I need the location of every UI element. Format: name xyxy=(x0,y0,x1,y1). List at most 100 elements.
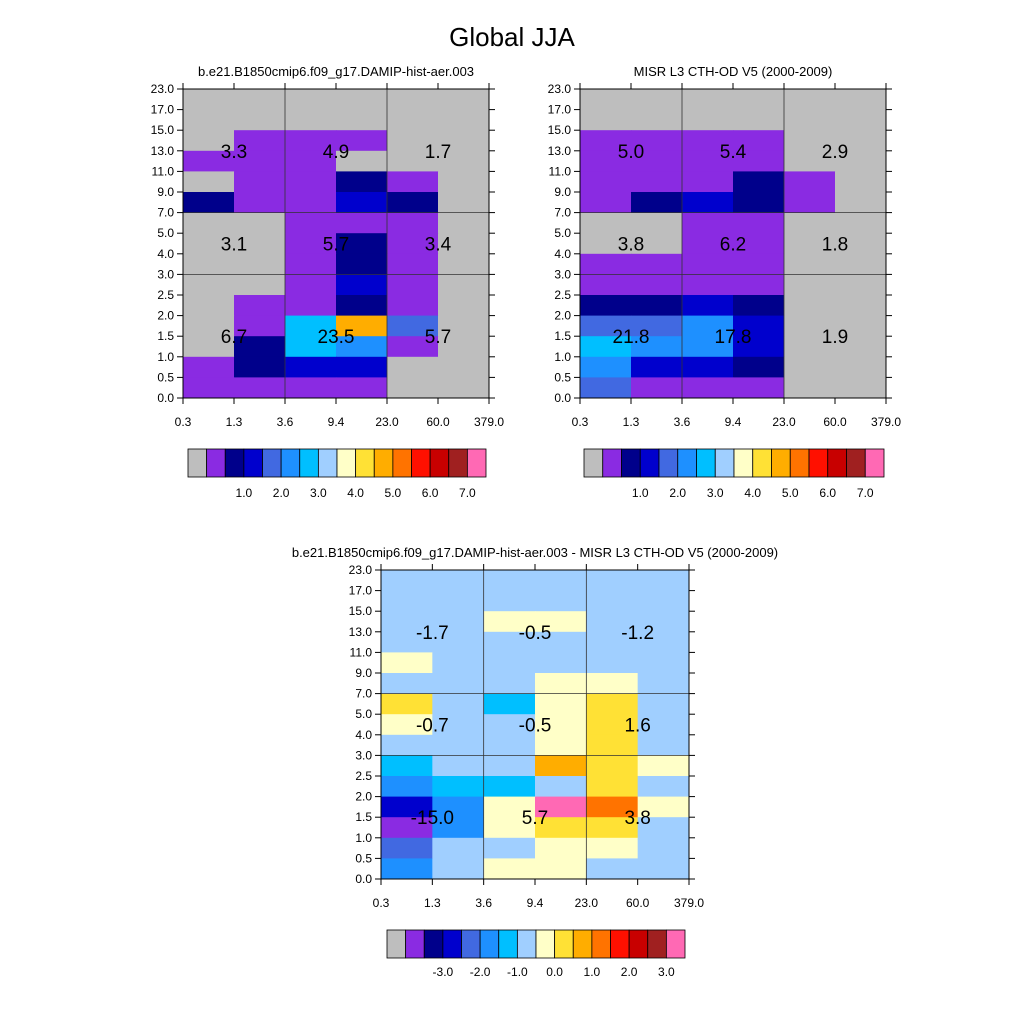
heatmap-cell xyxy=(381,570,433,592)
y-tick-label: 2.5 xyxy=(157,288,174,302)
x-tick-label: 3.6 xyxy=(475,896,492,910)
colorbar-swatch xyxy=(583,448,604,478)
heatmap-cell xyxy=(586,652,639,674)
data-label: 5.4 xyxy=(720,142,747,163)
heatmap-cell xyxy=(438,356,490,378)
y-tick-label: 7.0 xyxy=(554,206,571,220)
figure-title: Global JJA xyxy=(449,22,575,52)
heatmap-cell xyxy=(285,377,337,399)
y-tick-label: 0.5 xyxy=(355,851,372,865)
heatmap-cell xyxy=(835,377,887,399)
y-tick-label: 1.5 xyxy=(355,810,372,824)
heatmap-cell xyxy=(835,130,887,152)
heatmap-cell xyxy=(535,755,587,777)
heatmap-cell xyxy=(580,295,632,317)
heatmap-cell xyxy=(285,212,337,234)
x-tick-label: 60.0 xyxy=(626,896,650,910)
heatmap-cell xyxy=(682,233,734,255)
heatmap-cell xyxy=(336,274,388,296)
y-tick-label: 0.5 xyxy=(157,370,174,384)
heatmap-cell xyxy=(336,89,388,111)
heatmap-cell xyxy=(535,652,587,674)
heatmap-cell xyxy=(483,796,536,818)
heatmap-cell xyxy=(183,336,235,358)
heatmap-cell xyxy=(835,109,887,131)
heatmap-cell xyxy=(381,590,433,612)
colorbar-swatch xyxy=(827,448,847,478)
colorbar-swatch xyxy=(639,448,660,478)
heatmap-cell xyxy=(637,590,690,612)
heatmap-cell xyxy=(631,295,683,317)
colorbar-swatch xyxy=(373,448,394,478)
heatmap-cell xyxy=(234,377,286,399)
heatmap-cell xyxy=(682,377,734,399)
heatmap-cell xyxy=(586,776,639,798)
colorbar-swatch xyxy=(355,448,375,478)
y-tick-label: 7.0 xyxy=(355,687,372,701)
x-tick-label: 3.6 xyxy=(277,415,294,429)
colorbar-swatch xyxy=(243,448,263,478)
data-label: 5.7 xyxy=(425,327,451,348)
heatmap-cell xyxy=(535,734,587,756)
heatmap-cell xyxy=(535,817,587,839)
colorbar-swatch xyxy=(665,929,686,959)
heatmap-cell xyxy=(483,755,536,777)
heatmap-cell xyxy=(535,796,587,818)
colorbar-swatch xyxy=(535,929,556,959)
y-tick-label: 0.0 xyxy=(355,872,372,886)
heatmap-cell xyxy=(381,776,433,798)
heatmap-cell xyxy=(387,150,439,172)
colorbar-label: 6.0 xyxy=(819,486,836,500)
heatmap-cell xyxy=(631,356,683,378)
heatmap-cell xyxy=(784,212,836,234)
heatmap-cell xyxy=(387,356,439,378)
heatmap-cell xyxy=(631,233,683,255)
x-tick-label: 3.6 xyxy=(674,415,691,429)
colorbar-swatch xyxy=(448,448,468,478)
heatmap-cell xyxy=(637,858,690,880)
data-label: 23.5 xyxy=(318,327,355,348)
colorbar-swatch xyxy=(677,448,697,478)
heatmap-cell xyxy=(438,253,490,275)
colorbar-swatch xyxy=(752,448,772,478)
heatmap-cell xyxy=(438,336,490,358)
colorbar-label: 7.0 xyxy=(857,486,874,500)
heatmap-cell xyxy=(234,109,286,131)
heatmap-cell xyxy=(631,192,683,214)
heatmap-cell xyxy=(336,109,388,131)
colorbar-swatch xyxy=(714,448,735,478)
heatmap-cell xyxy=(387,212,439,234)
heatmap-cell xyxy=(234,171,286,193)
heatmap-cell xyxy=(835,356,887,378)
heatmap-cell xyxy=(432,776,485,798)
heatmap-cell xyxy=(387,295,439,317)
heatmap-cell xyxy=(733,253,785,275)
heatmap-cell xyxy=(432,734,485,756)
heatmap-cell xyxy=(586,858,639,880)
x-tick-label: 9.4 xyxy=(725,415,742,429)
heatmap-cell xyxy=(580,109,632,131)
heatmap-cell xyxy=(336,315,388,337)
colorbar-swatch xyxy=(317,448,338,478)
x-tick-label: 379.0 xyxy=(674,896,704,910)
colorbar-label: 4.0 xyxy=(347,486,364,500)
y-tick-label: 15.0 xyxy=(349,604,373,618)
colorbar-swatch xyxy=(808,448,829,478)
heatmap-cell xyxy=(682,274,734,296)
colorbar-label: 3.0 xyxy=(707,486,724,500)
heatmap-cell xyxy=(784,253,836,275)
heatmap-cell xyxy=(535,776,587,798)
heatmap-cell xyxy=(637,673,690,695)
y-tick-label: 2.0 xyxy=(355,790,372,804)
heatmap-cell xyxy=(535,611,587,633)
heatmap-cell xyxy=(733,109,785,131)
colorbar-swatch xyxy=(658,448,679,478)
y-tick-label: 23.0 xyxy=(349,563,373,577)
heatmap-cell xyxy=(432,570,485,592)
heatmap-cell xyxy=(682,336,734,358)
colorbar-swatch xyxy=(187,448,208,478)
colorbar-swatch xyxy=(392,448,412,478)
data-label: -1.7 xyxy=(416,623,449,644)
panel-model: b.e21.B1850cmip6.f09_g17.DAMIP-hist-aer.… xyxy=(151,64,505,500)
heatmap-cell xyxy=(183,356,235,378)
